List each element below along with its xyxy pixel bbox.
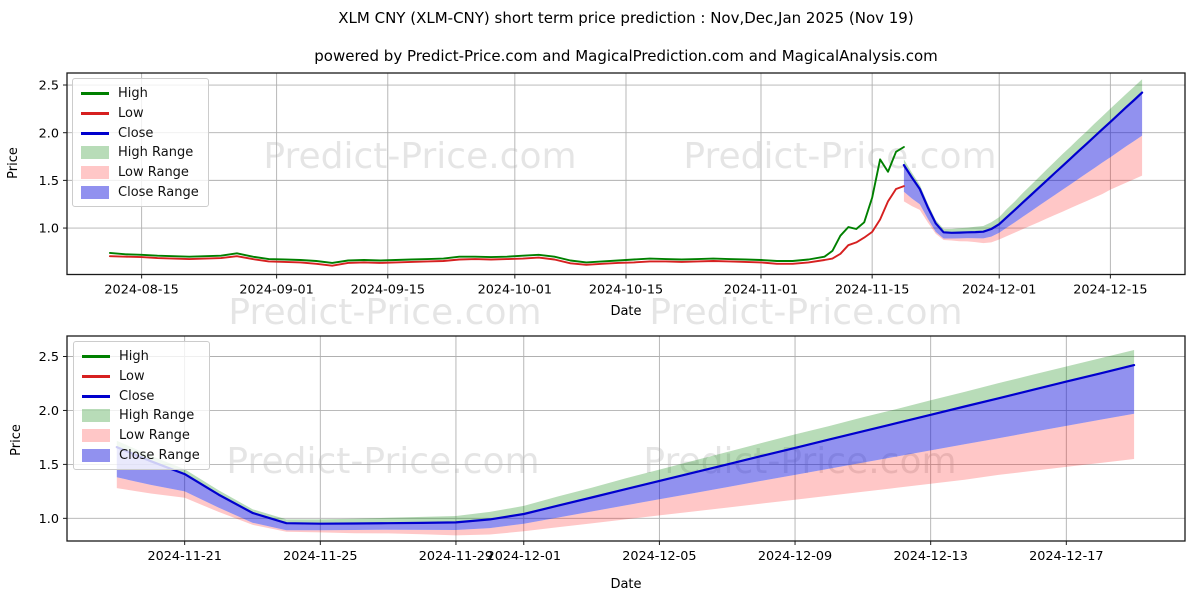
legend-line-swatch bbox=[82, 375, 110, 379]
forecast-detail-x-tick-label: 2024-12-01 bbox=[487, 549, 561, 564]
legend-item: Close bbox=[82, 386, 200, 406]
legend-patch-swatch bbox=[82, 429, 110, 443]
legend-line-swatch bbox=[81, 92, 109, 96]
legend-line-swatch bbox=[82, 355, 110, 359]
legend-item: Low bbox=[81, 104, 199, 124]
legend-line-swatch bbox=[81, 131, 109, 135]
legend-item: High bbox=[81, 84, 199, 104]
forecast-detail-x-tick-label: 2024-12-05 bbox=[622, 549, 696, 564]
overview-low-range-band bbox=[903, 135, 1143, 244]
overview-y-tick-label: 1.0 bbox=[39, 222, 59, 237]
watermark-text: Predict-Price.com bbox=[590, 441, 1010, 482]
page-title: XLM CNY (XLM-CNY) short term price predi… bbox=[338, 9, 914, 27]
forecast-detail-x-tick-label: 2024-12-13 bbox=[894, 549, 968, 564]
overview-close-line bbox=[902, 91, 1144, 234]
overview-x-tick-label: 2024-11-15 bbox=[835, 283, 909, 298]
legend-label: Low bbox=[119, 369, 145, 385]
bottom-price-axis-label: Price bbox=[9, 424, 24, 456]
overview-high-line bbox=[108, 146, 905, 264]
forecast-detail-x-tick-label: 2024-12-17 bbox=[1029, 549, 1103, 564]
legend-label: High bbox=[118, 86, 148, 102]
overview-x-tick-label: 2024-12-15 bbox=[1073, 283, 1147, 298]
legend-label: Low Range bbox=[118, 165, 189, 181]
watermark-text: Predict-Price.com bbox=[228, 292, 542, 333]
legend-item: High Range bbox=[81, 143, 199, 163]
overview-x-tick-label: 2024-10-15 bbox=[589, 283, 663, 298]
overview-x-tick-label: 2024-12-01 bbox=[962, 283, 1036, 298]
forecast-detail-y-tick-label: 1.5 bbox=[39, 458, 59, 473]
legend-label: Low Range bbox=[119, 428, 190, 444]
top-date-axis-label: Date bbox=[610, 304, 642, 319]
forecast-detail-plot-frame bbox=[66, 335, 1186, 542]
legend-label: High Range bbox=[119, 408, 195, 424]
overview-x-tick-label: 2024-08-15 bbox=[104, 283, 178, 298]
forecast-detail-x-tick-label: 2024-11-29 bbox=[419, 549, 493, 564]
legend-patch-swatch bbox=[81, 185, 109, 199]
bottom-date-axis-label: Date bbox=[610, 577, 642, 592]
overview-low-line bbox=[108, 185, 905, 267]
legend-line-swatch bbox=[81, 112, 109, 116]
legend-line-swatch bbox=[82, 394, 110, 398]
overview-legend: High Low Close High Range Low Range Close Ran… bbox=[72, 78, 209, 208]
watermark-text: Predict-Price.com bbox=[226, 441, 540, 482]
forecast-detail-y-tick-label: 2.0 bbox=[39, 404, 59, 419]
legend-label: Close bbox=[118, 125, 154, 141]
legend-item: Low Range bbox=[82, 426, 200, 446]
legend-label: Low bbox=[118, 106, 144, 122]
legend-item: Close Range bbox=[81, 182, 199, 202]
watermark-text: Predict-Price.com bbox=[649, 292, 963, 333]
page-subtitle: powered by Predict-Price.com and Magical… bbox=[314, 47, 938, 65]
forecast-detail-close-line bbox=[115, 364, 1136, 525]
overview-y-tick-label: 2.5 bbox=[39, 79, 59, 94]
forecast-detail-close-range-band bbox=[116, 365, 1135, 531]
forecast-detail-legend: High Low Close High Range Low Range Close Ran… bbox=[73, 341, 210, 471]
overview-close-range-band bbox=[903, 92, 1143, 239]
legend-patch-swatch bbox=[81, 146, 109, 160]
forecast-detail-y-tick-label: 1.0 bbox=[39, 512, 59, 527]
legend-item: Close bbox=[81, 123, 199, 143]
legend-label: Close Range bbox=[119, 447, 200, 463]
legend-item: High Range bbox=[82, 406, 200, 426]
overview-x-tick-label: 2024-09-15 bbox=[351, 283, 425, 298]
legend-item: Low Range bbox=[81, 163, 199, 183]
forecast-detail-x-tick-label: 2024-12-09 bbox=[758, 549, 832, 564]
forecast-detail-y-tick-label: 2.5 bbox=[39, 350, 59, 365]
forecast-detail-low-range-band bbox=[116, 413, 1135, 536]
legend-item: High bbox=[82, 347, 200, 367]
watermark-text: Predict-Price.com bbox=[263, 136, 577, 177]
legend-item: Close Range bbox=[82, 445, 200, 465]
overview-y-tick-label: 2.0 bbox=[39, 126, 59, 141]
top-price-axis-label: Price bbox=[6, 147, 21, 179]
forecast-detail-x-tick-label: 2024-11-21 bbox=[148, 549, 222, 564]
overview-x-tick-label: 2024-10-01 bbox=[478, 283, 552, 298]
overview-y-tick-label: 1.5 bbox=[39, 174, 59, 189]
legend-patch-swatch bbox=[82, 409, 110, 423]
legend-item: Low bbox=[82, 367, 200, 387]
overview-x-tick-label: 2024-11-01 bbox=[724, 283, 798, 298]
legend-patch-swatch bbox=[82, 448, 110, 462]
legend-label: Close Range bbox=[118, 184, 199, 200]
watermark-text: Predict-Price.com bbox=[683, 136, 997, 177]
overview-x-tick-label: 2024-09-01 bbox=[239, 283, 313, 298]
legend-label: High bbox=[119, 349, 149, 365]
legend-patch-swatch bbox=[81, 166, 109, 180]
legend-label: High Range bbox=[118, 145, 194, 161]
legend-label: Close bbox=[119, 388, 155, 404]
forecast-detail-x-tick-label: 2024-11-25 bbox=[283, 549, 357, 564]
